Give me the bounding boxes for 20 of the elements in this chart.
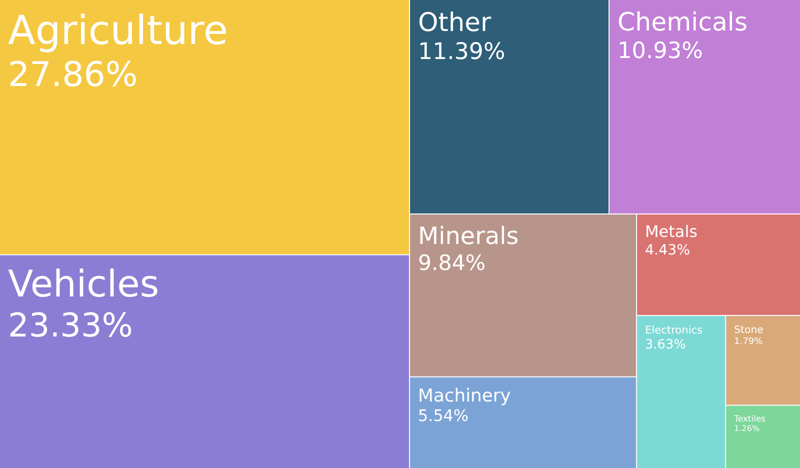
data-label: 1.26% (734, 424, 760, 434)
data-label: 10.93% (618, 38, 703, 64)
category-label: Other (418, 8, 492, 38)
category-label: Metals (645, 222, 698, 241)
category-label: Stone (734, 325, 764, 336)
data-label: 11.39% (418, 39, 506, 66)
data-label: 27.86% (8, 55, 138, 95)
data-label: 5.54% (418, 406, 469, 425)
category-label: Agriculture (8, 8, 228, 54)
data-label: 23.33% (8, 306, 133, 345)
data-label: 4.43% (645, 242, 690, 258)
category-label: Electronics (645, 324, 703, 336)
category-label: Textiles (733, 413, 766, 424)
data-label: 3.63% (645, 337, 686, 352)
category-label: Minerals (418, 222, 519, 250)
category-label: Machinery (418, 385, 512, 406)
category-label: Vehicles (8, 262, 160, 306)
category-label: Chemicals (618, 8, 748, 37)
data-label: 1.79% (734, 337, 764, 348)
data-label: 9.84% (418, 251, 486, 276)
